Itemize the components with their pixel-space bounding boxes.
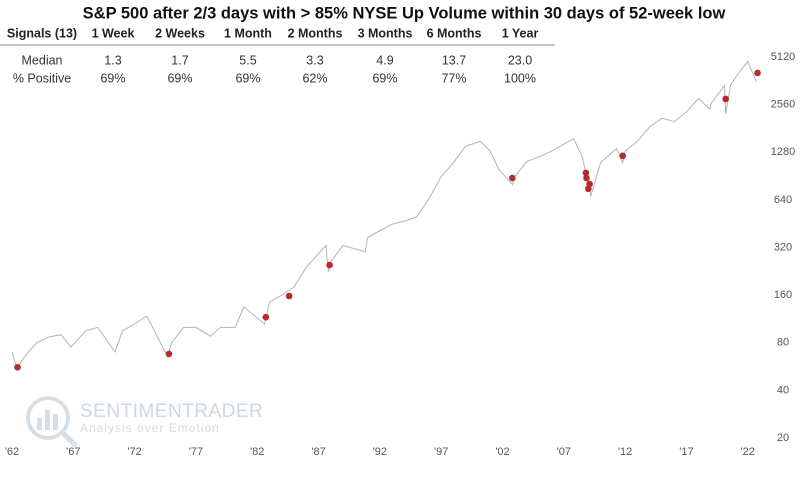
x-tick-label: '77	[189, 446, 203, 458]
table-header: 2 Months	[288, 26, 343, 40]
table-header: Signals (13)	[7, 26, 77, 40]
table-cell: 62%	[302, 71, 327, 85]
table-cell: % Positive	[13, 71, 71, 85]
table-cell: 13.7	[442, 53, 466, 67]
watermark-subtitle: Analysis over Emotion	[80, 421, 220, 435]
x-tick-label: '12	[618, 446, 632, 458]
table-cell: Median	[22, 53, 63, 67]
watermark: SENTIMENTRADER Analysis over Emotion	[26, 396, 263, 448]
table-cell: 4.9	[376, 53, 393, 67]
table-cell: 100%	[504, 71, 536, 85]
y-tick-label: 320	[774, 241, 792, 253]
x-tick-label: '92	[373, 446, 387, 458]
x-tick-label: '72	[127, 446, 141, 458]
y-tick-label: 2560	[771, 99, 795, 111]
signal-point	[326, 261, 333, 269]
signal-point	[285, 292, 293, 300]
y-tick-label: 40	[777, 384, 789, 396]
signal-point	[586, 180, 593, 188]
y-tick-label: 160	[774, 289, 792, 301]
signal-point	[619, 152, 626, 160]
table-cell: 5.5	[239, 53, 256, 67]
watermark-title: SENTIMENTRADER	[80, 401, 263, 422]
y-tick-label: 20	[777, 432, 789, 444]
table-cell: 23.0	[508, 53, 532, 67]
x-tick-label: '87	[311, 446, 325, 458]
x-tick-label: '82	[250, 446, 264, 458]
signal-point	[582, 169, 590, 177]
y-tick-label: 5120	[771, 51, 795, 63]
table-cell: 69%	[372, 71, 397, 85]
chart-title: S&P 500 after 2/3 days with > 85% NYSE U…	[83, 4, 726, 22]
table-header: 1 Week	[92, 26, 135, 40]
y-tick-label: 640	[774, 194, 792, 206]
table-header: 6 Months	[427, 26, 482, 40]
y-tick-label: 80	[777, 337, 789, 349]
watermark-icon	[26, 396, 70, 440]
signal-point	[262, 313, 270, 321]
table-header: 3 Months	[358, 26, 413, 40]
signal-point	[165, 350, 173, 358]
table-header: 1 Month	[224, 26, 272, 40]
y-tick-label: 1280	[771, 146, 795, 158]
signal-point	[754, 69, 761, 77]
watermark-icon	[45, 410, 50, 430]
price-line	[11, 60, 757, 370]
watermark-icon	[53, 414, 58, 430]
table-cell: 3.3	[306, 53, 323, 67]
table-cell: 69%	[235, 71, 260, 85]
x-tick-label: '22	[741, 446, 755, 458]
signal-point	[509, 174, 516, 182]
signal-point	[722, 95, 729, 103]
x-tick-label: '97	[434, 446, 448, 458]
x-tick-label: '07	[557, 446, 571, 458]
x-tick-label: '02	[495, 446, 509, 458]
watermark-icon	[60, 430, 78, 448]
watermark-icon	[37, 418, 42, 430]
table-cell: 69%	[167, 71, 192, 85]
table-cell: 1.7	[171, 53, 188, 67]
signal-point	[14, 363, 21, 371]
table-cell: 69%	[100, 71, 125, 85]
table-header: 2 Weeks	[155, 26, 205, 40]
table-header: 1 Year	[502, 26, 539, 40]
table-cell: 1.3	[104, 53, 121, 67]
x-tick-label: '17	[679, 446, 693, 458]
table-cell: 77%	[441, 71, 466, 85]
x-tick-label: '62	[5, 446, 19, 458]
signal-point	[583, 174, 590, 182]
x-tick-label: '67	[66, 446, 80, 458]
